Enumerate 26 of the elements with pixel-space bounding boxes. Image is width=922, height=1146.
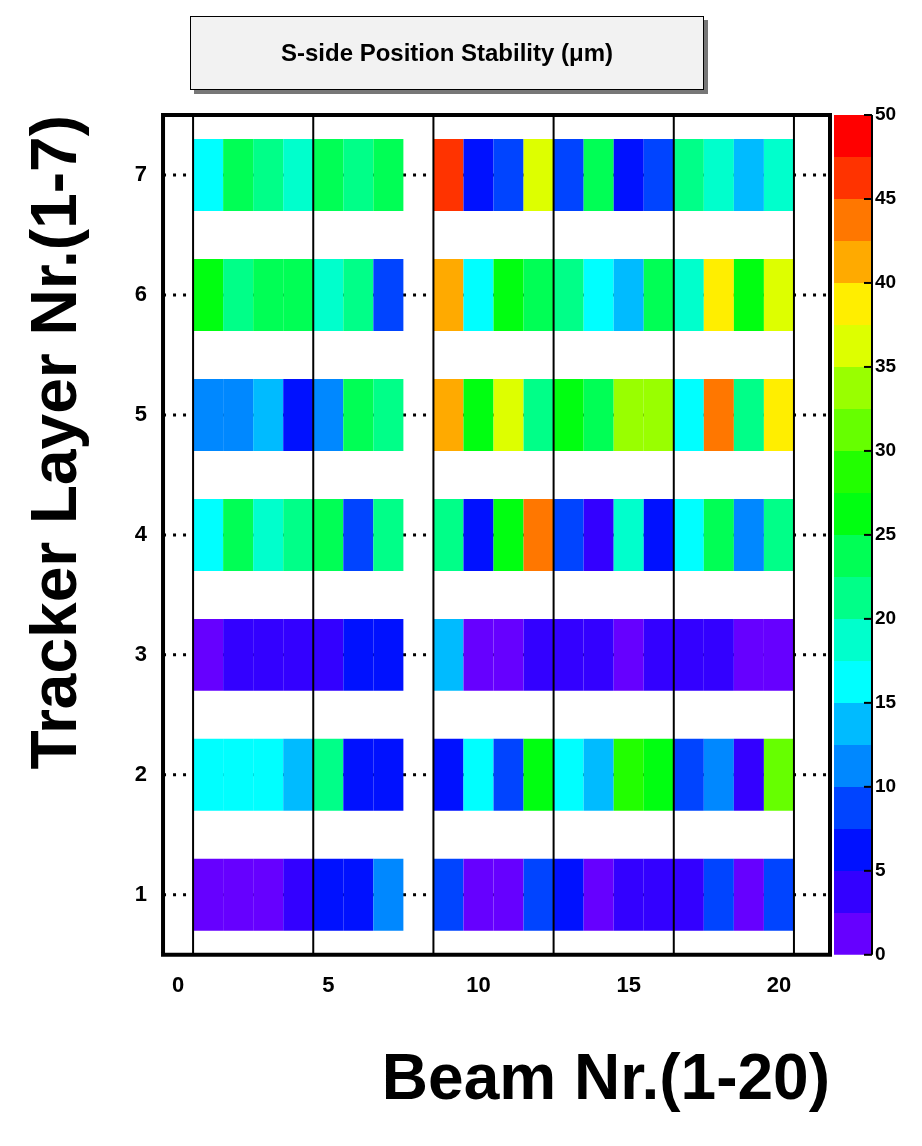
color-bar-label: 40 — [875, 271, 897, 293]
x-tick-label: 20 — [766, 972, 792, 998]
y-axis-title: Tracker Layer Nr.(1-7) — [18, 115, 91, 770]
y-tick-label: 3 — [134, 640, 148, 666]
y-tick-label: 1 — [134, 880, 148, 906]
color-bar-label: 15 — [875, 691, 897, 713]
y-tick-label: 4 — [134, 520, 148, 546]
y-tick-label: 7 — [134, 161, 148, 187]
color-bar-label: 45 — [875, 187, 897, 209]
color-bar-label: 25 — [875, 523, 897, 545]
x-axis-title: Beam Nr.(1-20) — [381, 1041, 830, 1114]
y-tick-label: 2 — [134, 760, 148, 786]
color-bar-label: 20 — [875, 607, 897, 629]
y-tick-label: 6 — [134, 281, 148, 307]
x-tick-label: 5 — [322, 972, 335, 998]
color-bar-label: 0 — [875, 943, 886, 965]
x-tick-label: 15 — [616, 972, 641, 998]
color-bar-label: 30 — [875, 439, 897, 461]
x-tick-label: 10 — [466, 972, 491, 998]
color-bar-label: 5 — [875, 859, 886, 881]
color-bar-label: 35 — [875, 355, 897, 377]
y-tick-label: 5 — [134, 400, 148, 426]
chart-title: S-side Position Stability (μm) — [190, 16, 704, 90]
color-bar-label: 10 — [875, 775, 897, 797]
x-tick-label: 0 — [171, 972, 185, 998]
color-bar-label: 50 — [875, 103, 897, 125]
